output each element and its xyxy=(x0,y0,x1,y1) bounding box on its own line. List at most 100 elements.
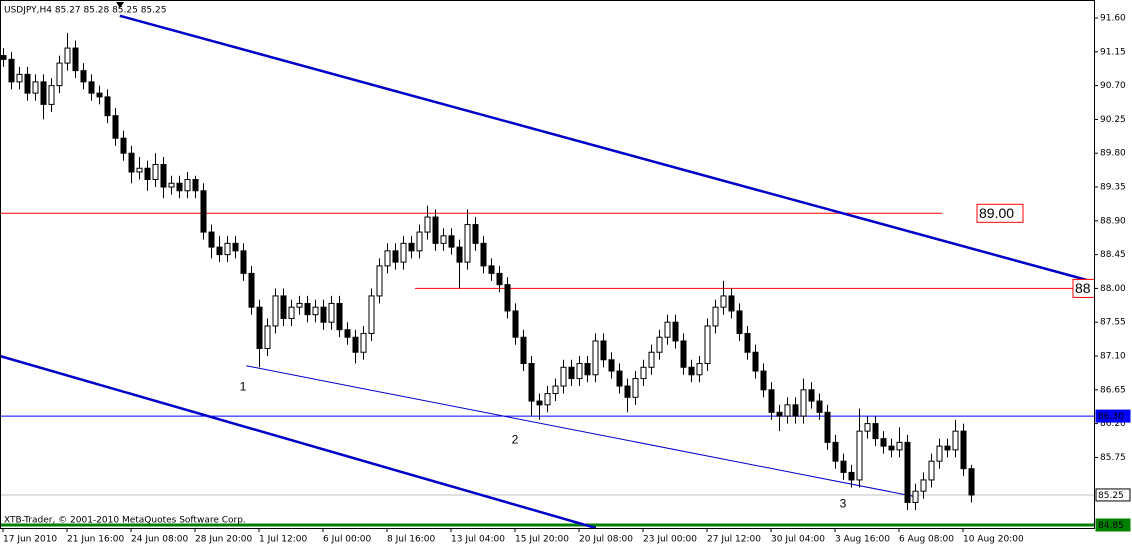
candle-body xyxy=(584,363,591,376)
candle-body xyxy=(608,359,615,372)
wave-label: 3 xyxy=(840,497,847,511)
candle-body xyxy=(784,404,791,417)
candle-body xyxy=(648,351,655,368)
candle-body xyxy=(720,295,727,308)
footer: XTB-Trader, © 2001-2010 MetaQuotes Softw… xyxy=(4,516,246,526)
candle-body xyxy=(624,385,631,398)
candle-body xyxy=(752,351,759,372)
candle-body xyxy=(808,389,815,402)
candle-body xyxy=(832,441,839,462)
candle-body xyxy=(72,47,79,72)
candle-body xyxy=(48,85,55,105)
candle-body xyxy=(560,366,567,387)
y-tick-label: 88.90 xyxy=(1100,216,1126,226)
candle-body xyxy=(872,423,879,440)
candle-body xyxy=(736,310,743,334)
candle-body xyxy=(376,265,383,297)
candle-body xyxy=(616,370,623,387)
candle-body xyxy=(520,336,527,365)
price-tag-label: 84.85 xyxy=(1098,521,1124,531)
y-tick-label: 91.60 xyxy=(1100,14,1126,24)
candle-body xyxy=(168,182,175,188)
candle-body xyxy=(712,306,719,327)
candle-body xyxy=(840,460,847,473)
wave-label: 2 xyxy=(512,433,519,447)
candle-body xyxy=(184,179,191,192)
y-tick-label: 88.00 xyxy=(1100,284,1126,294)
x-tick-label: 6 Jul 00:00 xyxy=(323,535,372,545)
candle-body xyxy=(600,340,607,361)
candle-body xyxy=(792,404,799,417)
candle-body xyxy=(864,423,871,432)
candle-body xyxy=(328,302,335,323)
candle-body xyxy=(336,302,343,331)
x-tick-label: 17 Jun 2010 xyxy=(3,535,57,545)
candle-body xyxy=(304,302,311,316)
candle-body xyxy=(224,242,231,256)
candle-body xyxy=(144,167,151,181)
trend-line xyxy=(0,354,597,528)
candle-body xyxy=(704,325,711,365)
y-tick-label: 89.80 xyxy=(1100,149,1126,159)
price-tag xyxy=(1095,488,1131,502)
candle-body xyxy=(160,163,167,188)
candle-body xyxy=(344,329,351,338)
price-tag xyxy=(1095,409,1131,423)
candle-body xyxy=(456,246,463,263)
level-tag xyxy=(1072,278,1094,298)
candle-body xyxy=(216,246,223,256)
candle-body xyxy=(656,336,663,353)
candle-body xyxy=(200,190,207,233)
candle-body xyxy=(688,366,695,376)
candle-body xyxy=(504,284,511,312)
candle-body xyxy=(480,242,487,267)
x-tick-label: 24 Jun 08:00 xyxy=(131,535,188,545)
x-tick-label: 1 Jul 12:00 xyxy=(259,535,308,545)
candle-body xyxy=(8,58,15,83)
candle-body xyxy=(544,393,551,406)
candle-body xyxy=(296,302,303,308)
candle-body xyxy=(776,411,783,417)
candle-body xyxy=(128,152,135,173)
candle-body xyxy=(352,336,359,353)
x-tick-label: 30 Jul 04:00 xyxy=(771,535,825,545)
x-tick-label: 6 Aug 08:00 xyxy=(899,535,954,545)
candle-body xyxy=(416,231,423,252)
price-tag-label: 86.30 xyxy=(1098,412,1124,422)
candle-body xyxy=(104,96,111,117)
x-tick-label: 21 Jun 16:00 xyxy=(67,535,124,545)
candle-body xyxy=(968,468,975,496)
y-tick-label: 87.10 xyxy=(1100,352,1126,362)
y-tick-label: 86.65 xyxy=(1100,385,1126,395)
x-tick-label: 8 Jul 16:00 xyxy=(387,535,436,545)
candle-body xyxy=(888,445,895,451)
candle-body xyxy=(256,306,263,349)
candle-body xyxy=(32,81,39,94)
wave-label: 1 xyxy=(240,379,247,393)
candle-body xyxy=(880,438,887,447)
candle-body xyxy=(920,479,927,492)
candle-body xyxy=(64,47,71,64)
price-tag xyxy=(1095,518,1131,532)
candle-body xyxy=(680,340,687,368)
y-tick-label: 88.45 xyxy=(1100,250,1126,260)
candle-body xyxy=(632,378,639,398)
candle-body xyxy=(672,321,679,342)
candle-body xyxy=(192,179,199,192)
candle-body xyxy=(264,325,271,349)
candle-body xyxy=(728,295,735,312)
candle-body xyxy=(944,445,951,451)
candle-body xyxy=(640,366,647,380)
candle-body xyxy=(848,471,855,481)
candle-body xyxy=(16,73,23,83)
candle-body xyxy=(568,366,575,380)
candle-body xyxy=(696,363,703,376)
candle-body xyxy=(272,295,279,327)
candle-body xyxy=(576,363,583,380)
level-tag-label: 88 xyxy=(1075,280,1091,296)
candle-body xyxy=(152,163,159,181)
candle-body xyxy=(248,272,255,308)
y-tick-label: 90.25 xyxy=(1100,115,1126,125)
